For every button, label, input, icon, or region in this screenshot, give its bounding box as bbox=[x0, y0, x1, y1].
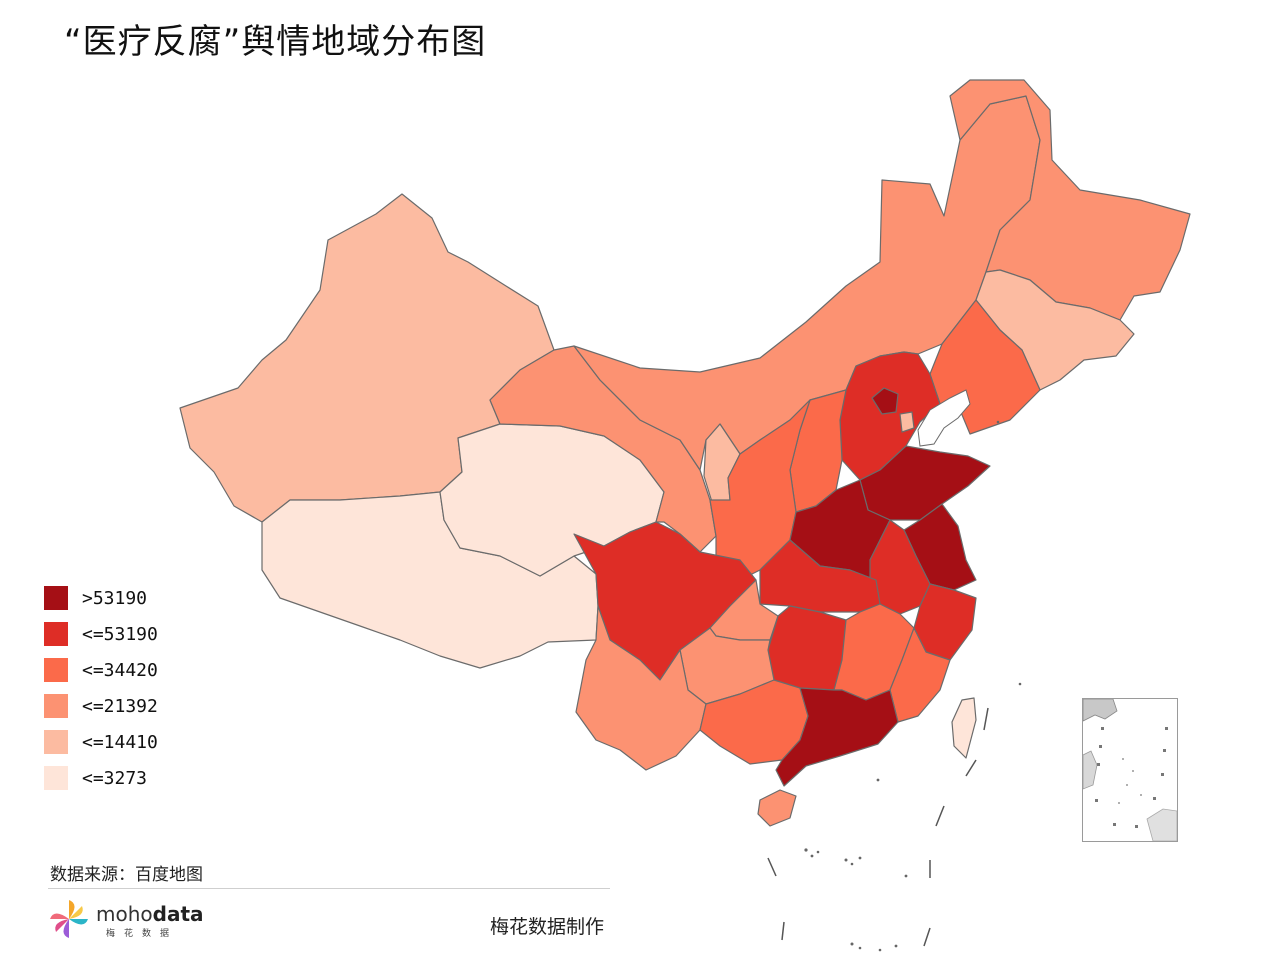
south-sea-islands bbox=[767, 707, 989, 947]
footer-divider bbox=[48, 888, 610, 889]
legend-item: <=53190 bbox=[44, 616, 158, 652]
legend-swatch bbox=[44, 730, 68, 754]
legend-swatch bbox=[44, 766, 68, 790]
data-source-note: 数据来源：百度地图 bbox=[50, 865, 203, 885]
region-taiwan bbox=[951, 697, 977, 759]
map-title: “医疗反腐”舆情地域分布图 bbox=[64, 22, 487, 62]
legend-item: <=14410 bbox=[44, 724, 158, 760]
region-hainan bbox=[757, 789, 797, 827]
legend-item: <=3273 bbox=[44, 760, 158, 796]
legend-item: <=34420 bbox=[44, 652, 158, 688]
logo-word-light: moho bbox=[96, 902, 153, 926]
region-hunan bbox=[767, 605, 847, 691]
legend-swatch bbox=[44, 622, 68, 646]
legend-label: <=3273 bbox=[82, 767, 148, 789]
pinwheel-logo-icon bbox=[50, 900, 88, 938]
legend-label: <=34420 bbox=[82, 659, 158, 681]
island-dots bbox=[804, 420, 1022, 952]
legend-label: <=21392 bbox=[82, 695, 158, 717]
logo-word-bold: data bbox=[152, 902, 204, 926]
region-yunnan bbox=[575, 605, 707, 771]
legend-item: <=21392 bbox=[44, 688, 158, 724]
mohodata-logo: mohodata 梅花数据 bbox=[48, 898, 204, 942]
region-beijing bbox=[871, 387, 899, 415]
legend: >53190 <=53190 <=34420 <=21392 <=14410 <… bbox=[44, 580, 158, 796]
region-heilongjiang bbox=[949, 79, 1191, 321]
legend-label: <=14410 bbox=[82, 731, 158, 753]
south-china-sea-inset bbox=[1082, 698, 1178, 842]
bohai-sea bbox=[917, 389, 971, 447]
legend-swatch bbox=[44, 694, 68, 718]
region-guangdong bbox=[775, 687, 899, 787]
legend-swatch bbox=[44, 658, 68, 682]
logo-subtitle: 梅花数据 bbox=[106, 929, 179, 939]
legend-swatch bbox=[44, 586, 68, 610]
legend-item: >53190 bbox=[44, 580, 158, 616]
region-tianjin bbox=[899, 411, 915, 433]
maker-credit: 梅花数据制作 bbox=[490, 916, 605, 938]
legend-label: <=53190 bbox=[82, 623, 158, 645]
legend-label: >53190 bbox=[82, 587, 148, 609]
logo-wordmark: mohodata bbox=[96, 902, 204, 926]
inset-map bbox=[1082, 698, 1178, 842]
